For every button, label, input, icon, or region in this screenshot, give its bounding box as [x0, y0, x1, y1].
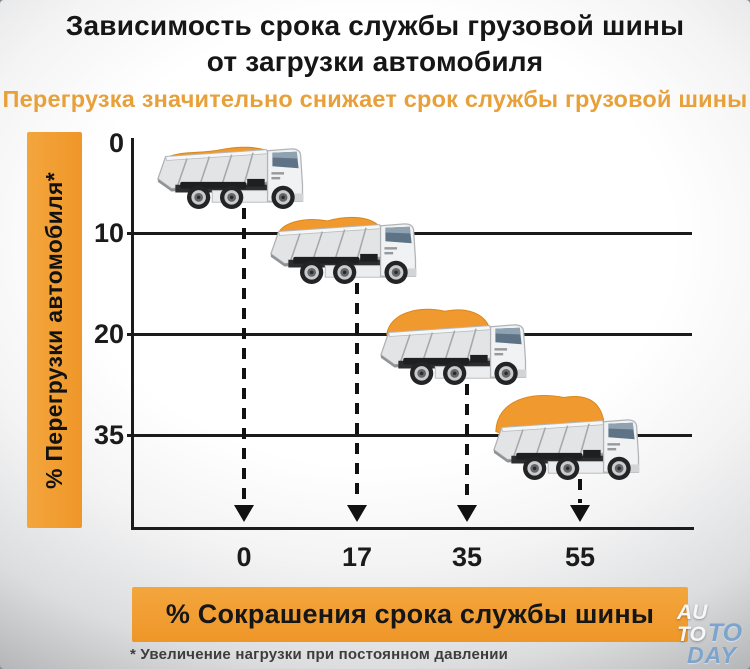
- watermark-to-blue: TO: [707, 619, 743, 648]
- x-axis-line: [131, 527, 694, 530]
- watermark-autoday-logo: AU TOTO DAY: [677, 600, 747, 669]
- truck-overload-20pct: [377, 308, 542, 386]
- chart-title-line1: Зависимость срока службы грузовой шины: [65, 10, 685, 41]
- y-axis-label-bar: % Перегрузки автомобиля*: [27, 132, 82, 528]
- dump-truck-icon: [157, 146, 304, 209]
- drop-line-17: [355, 263, 359, 503]
- y-tick-label-35: 35: [93, 420, 124, 450]
- chart-subtitle: Перегрузка значительно снижает срок служ…: [2, 86, 748, 112]
- arrowhead-17: [347, 505, 367, 522]
- chart-title-line2: от загрузки автомобиля: [206, 46, 544, 78]
- x-tick-label-17: 17: [341, 542, 373, 572]
- x-axis-label: % Сокрашения срока службы шины: [165, 599, 655, 629]
- truck-overload-35pct: [490, 394, 655, 481]
- x-axis-label-bar: % Сокрашения срока службы шины: [132, 587, 688, 642]
- footnote: * Увеличение нагрузки при постоянном дав…: [130, 646, 509, 663]
- dump-truck-icon: [493, 394, 640, 480]
- watermark-to-white: TO: [677, 623, 706, 647]
- arrowhead-35: [457, 505, 477, 522]
- gridline-overload-35: [127, 434, 692, 437]
- drop-line-35: [465, 364, 469, 503]
- truck-overload-0pct: [154, 142, 319, 210]
- drop-line-0: [242, 188, 246, 503]
- drop-line-55: [578, 459, 582, 503]
- arrowhead-55: [570, 505, 590, 522]
- dump-truck-icon: [270, 216, 417, 284]
- y-tick-label-20: 20: [93, 319, 124, 349]
- x-tick-label-55: 55: [564, 542, 596, 572]
- y-axis-label: % Перегрузки автомобиля*: [41, 171, 68, 489]
- watermark-day: DAY: [687, 642, 737, 669]
- truck-overload-10pct: [267, 216, 432, 285]
- x-tick-label-0: 0: [236, 542, 252, 572]
- y-tick-label-0: 0: [108, 128, 124, 158]
- arrowhead-0: [234, 505, 254, 522]
- dump-truck-icon: [380, 308, 527, 385]
- y-tick-label-10: 10: [93, 218, 124, 248]
- x-tick-label-35: 35: [451, 542, 483, 572]
- chart-title: Зависимость срока службы грузовой шины о…: [0, 8, 750, 81]
- watermark-au: AU: [677, 600, 708, 624]
